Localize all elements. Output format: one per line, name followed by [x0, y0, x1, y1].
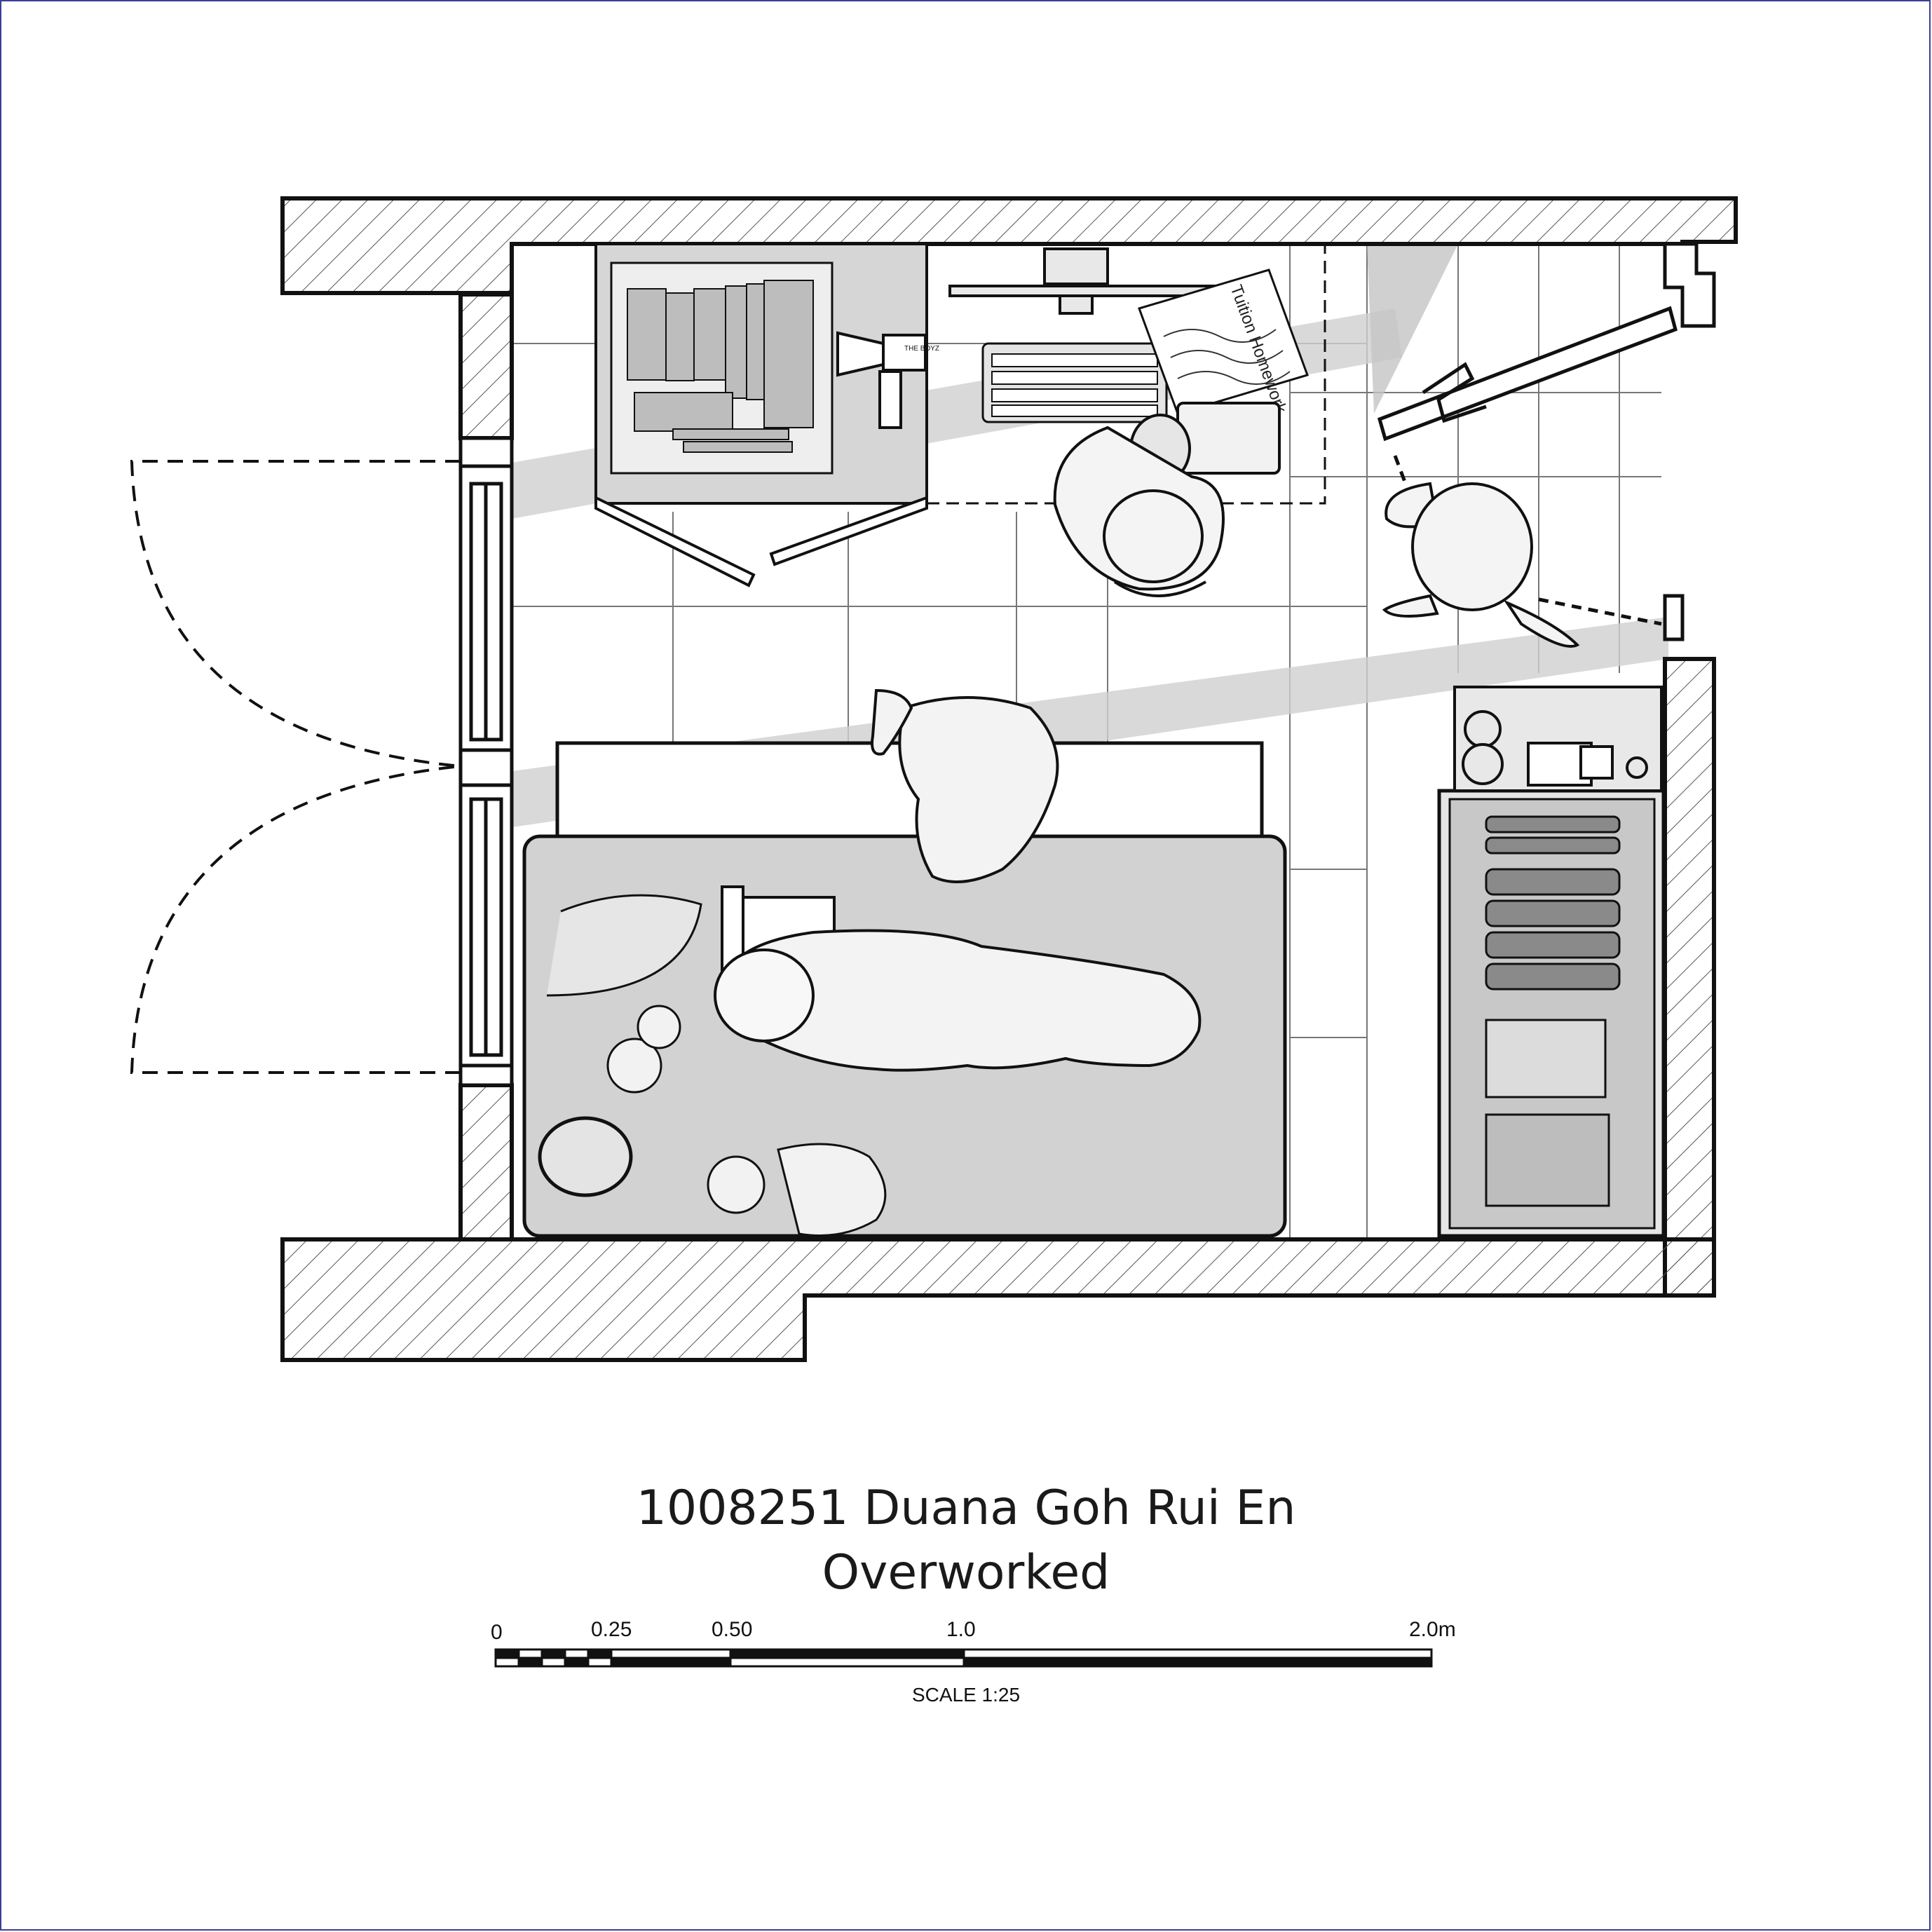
plush-toys [606, 1005, 887, 1237]
bookshelf [594, 243, 928, 587]
left-wall-upper [458, 292, 514, 440]
person-at-desk [1053, 414, 1225, 597]
person-lying [714, 929, 1202, 1072]
window-swing [130, 460, 461, 1074]
scale-bar [494, 1648, 1433, 1668]
scale-tick-1-0: 1.0 [946, 1618, 976, 1641]
scale-tick-2-0m: 2.0m [1409, 1618, 1456, 1641]
megaphone [836, 331, 927, 429]
wardrobe [1437, 789, 1666, 1238]
title-line-2: Overworked [822, 1545, 1110, 1600]
speaker-brand-label: THE BOYZ [904, 345, 939, 353]
left-wall-lower [458, 1083, 514, 1241]
window-frame [458, 436, 514, 1087]
bottom-wall [280, 1237, 1716, 1362]
title-line-1: 1008251 Duana Goh Rui En [636, 1481, 1296, 1536]
scale-tick-0: 0 [491, 1621, 503, 1644]
person-on-bed-edge [871, 688, 1059, 883]
homework-sheet [1138, 268, 1309, 415]
person-standing [1382, 482, 1580, 648]
scale-tick-0-50: 0.50 [712, 1618, 753, 1641]
side-shelf [1453, 686, 1663, 792]
scale-tick-0-25: 0.25 [591, 1618, 632, 1641]
right-wall [1663, 657, 1716, 1298]
keyboard [981, 342, 1168, 423]
light-beam-door [1367, 244, 1458, 414]
computer-monitor [948, 247, 1267, 315]
scale-caption: SCALE 1:25 [911, 1684, 1021, 1706]
entrance-door [1377, 242, 1716, 641]
tablet [1176, 402, 1281, 475]
